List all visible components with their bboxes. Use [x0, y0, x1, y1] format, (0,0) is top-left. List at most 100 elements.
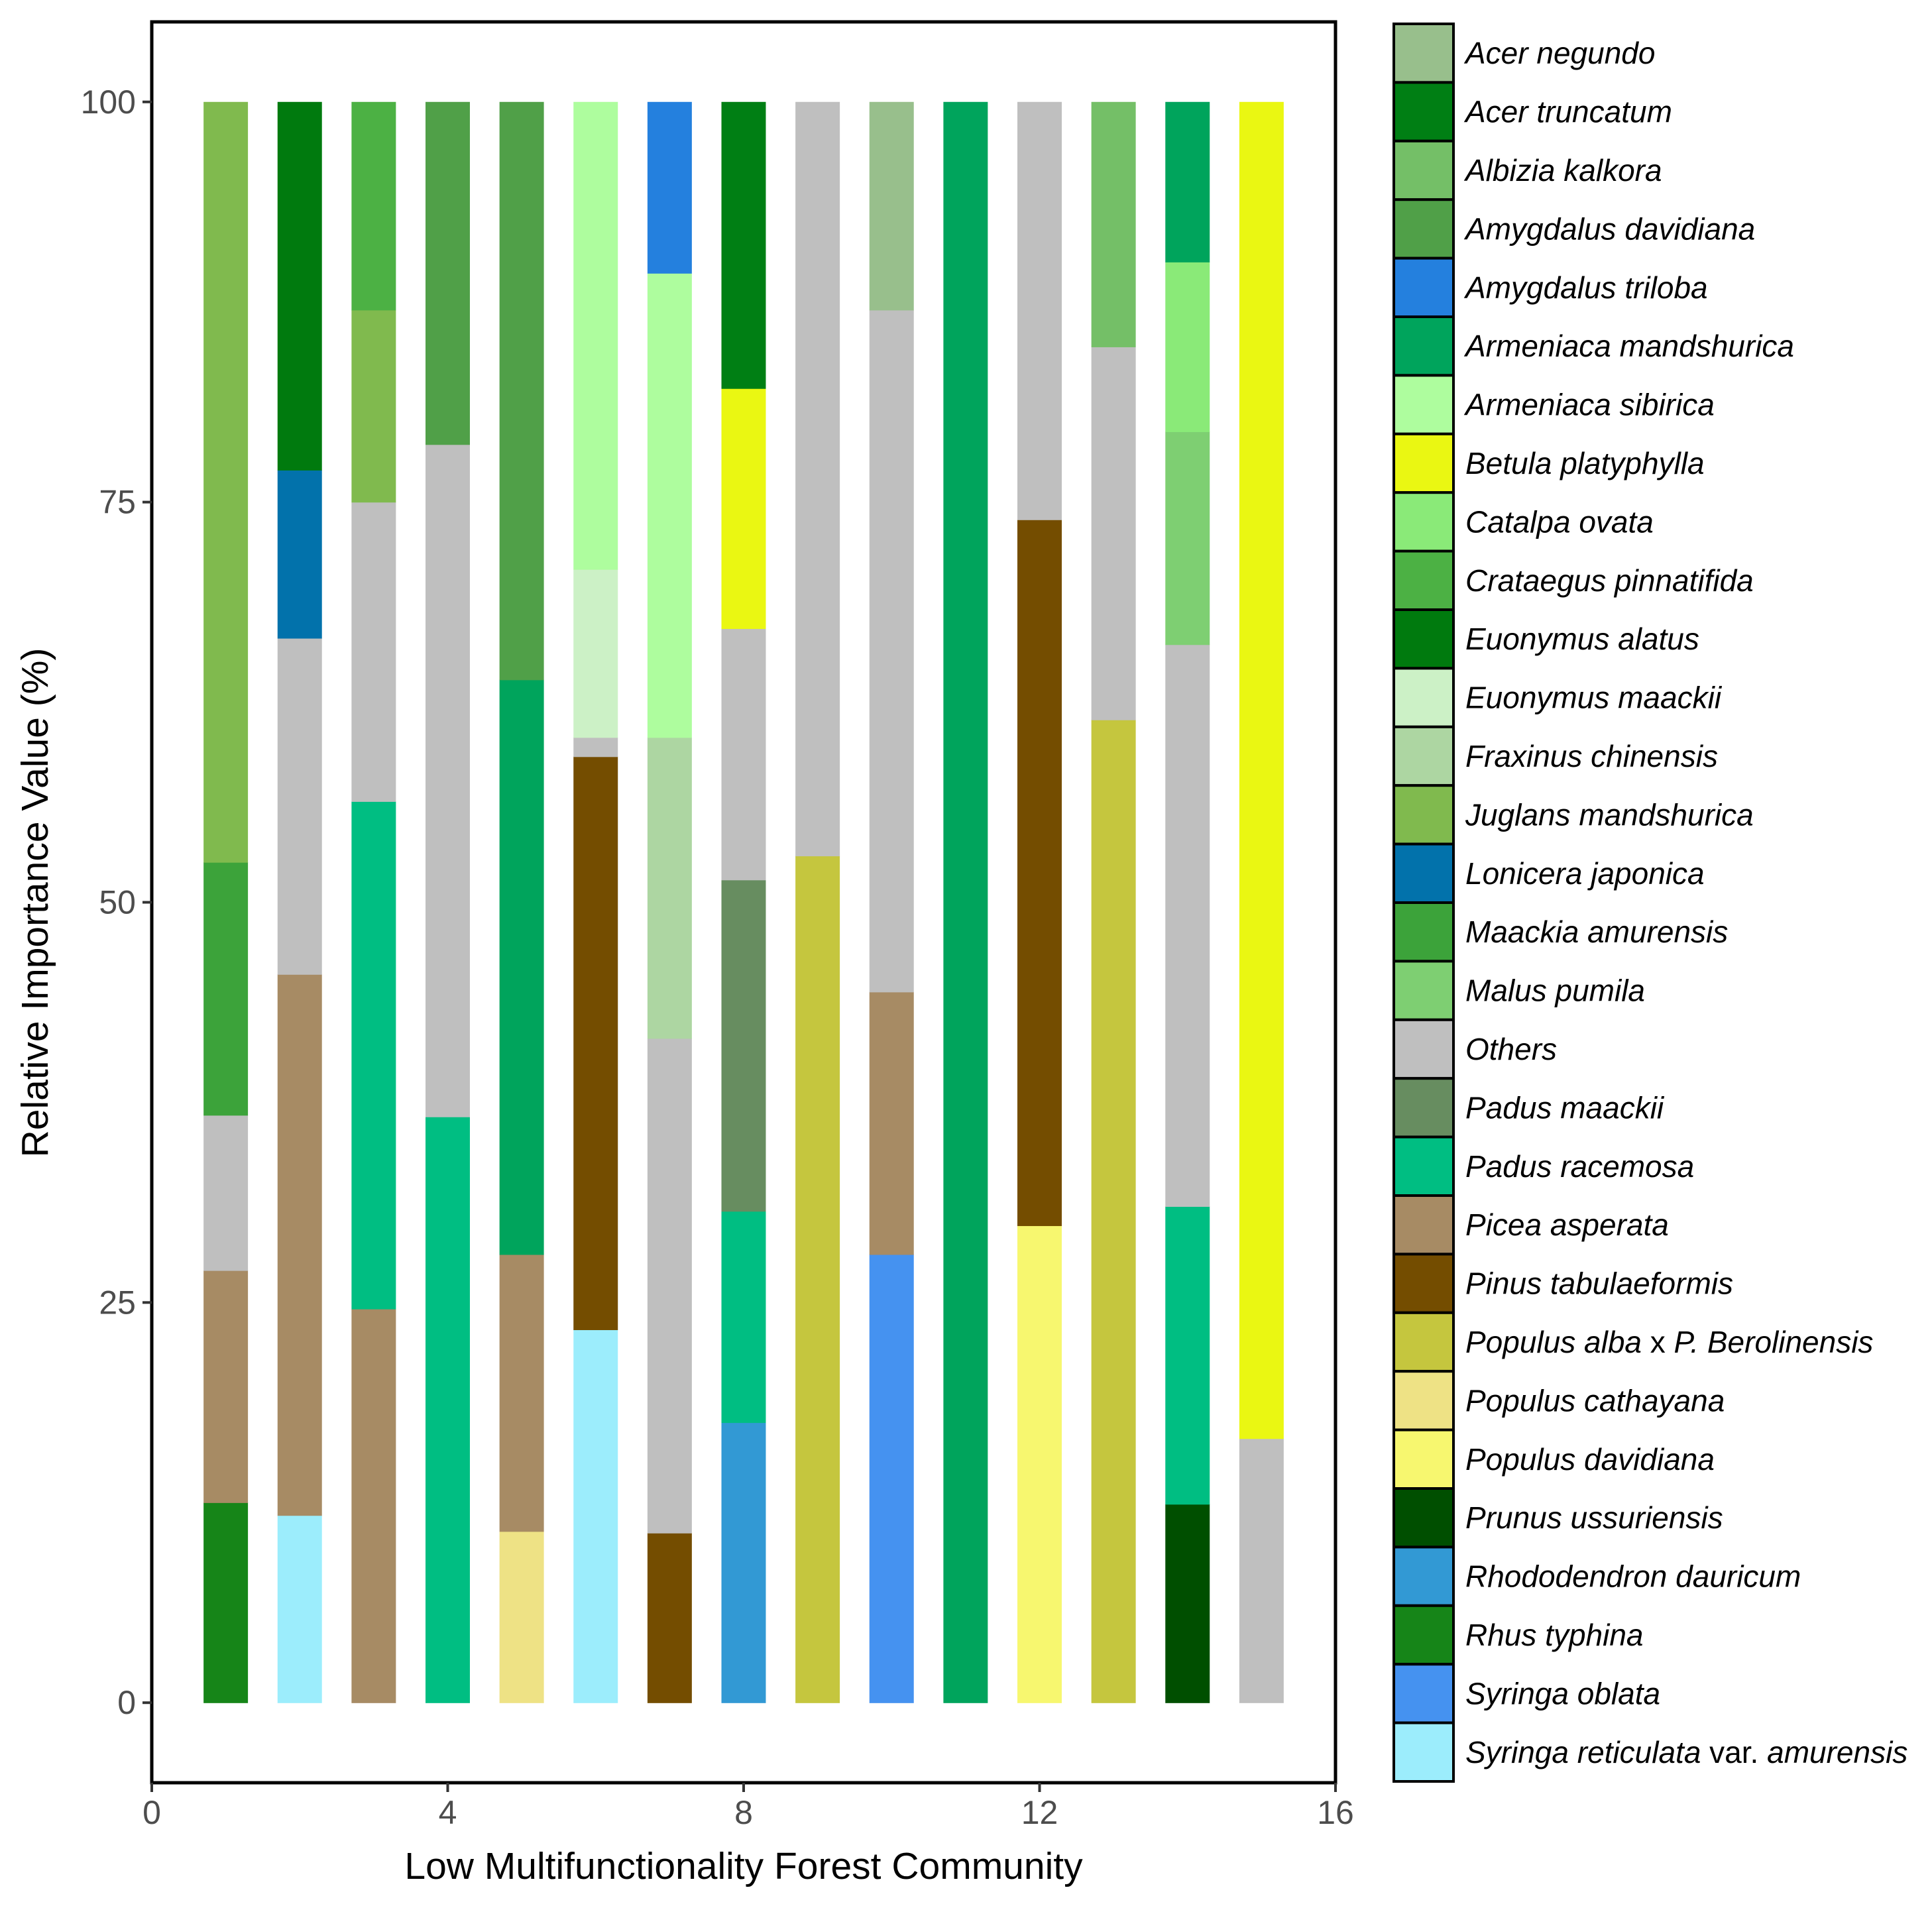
bar-15-segment-betula-platyphylla — [1239, 101, 1284, 1439]
bar-12-segment-pinus-tabulaeformis — [1017, 520, 1062, 1227]
legend-label-fraxinus-chinensis: Fraxinus chinensis — [1465, 739, 1718, 773]
legend-swatch-albizia-kalkora — [1392, 139, 1455, 201]
bar-1-segment-juglans-mandshurica — [203, 101, 249, 863]
y-tick-label-75: 75 — [99, 484, 136, 521]
bar-community-4 — [426, 101, 470, 1703]
bar-7-segment-armeniaca-sibirica — [647, 273, 692, 738]
bar-1-segment-picea-asperata — [203, 1270, 249, 1503]
legend-item-malus-pumila: Malus pumila — [1392, 960, 1645, 1021]
legend-swatch-populus-davidiana — [1392, 1428, 1455, 1490]
legend-item-picea-asperata: Picea asperata — [1392, 1194, 1669, 1256]
legend-label-rhus-typhina: Rhus typhina — [1465, 1618, 1644, 1652]
legend-label-juglans-mandshurica: Juglans mandshurica — [1465, 797, 1754, 832]
legend-item-others: Others — [1392, 1018, 1557, 1080]
legend-label-populus-alba-x-p-berolinensis: Populus alba x P. Berolinensis — [1465, 1325, 1873, 1359]
bar-10-segment-picea-asperata — [869, 991, 914, 1255]
bar-13-segment-populus-alba-x-p-berolinensis — [1091, 720, 1136, 1703]
legend-item-armeniaca-mandshurica: Armeniaca mandshurica — [1392, 315, 1794, 377]
legend-item-albizia-kalkora: Albizia kalkora — [1392, 139, 1662, 201]
x-axis-title: Low Multifunctionality Forest Community — [404, 1845, 1083, 1887]
legend-label-syringa-oblata: Syringa oblata — [1465, 1676, 1660, 1710]
legend-swatch-crataegus-pinnatifida — [1392, 549, 1455, 611]
bar-8-segment-acer-truncatum — [721, 101, 766, 389]
bar-community-5 — [499, 101, 544, 1703]
bar-community-15 — [1239, 101, 1284, 1703]
bar-8-segment-rhododendron-dauricum — [721, 1422, 766, 1703]
bar-6-segment-pinus-tabulaeformis — [573, 756, 618, 1331]
bar-9-segment-populus-alba-x-p-berolinensis — [795, 856, 840, 1703]
bar-community-9 — [795, 101, 840, 1703]
legend-item-betula-platyphylla: Betula platyphylla — [1392, 432, 1705, 494]
legend-label-amygdalus-triloba: Amygdalus triloba — [1463, 270, 1708, 305]
bar-5-segment-armeniaca-mandshurica — [499, 679, 544, 1255]
legend-swatch-juglans-mandshurica — [1392, 784, 1455, 846]
legend-item-lonicera-japonica: Lonicera japonica — [1392, 842, 1705, 904]
bar-community-11 — [943, 101, 988, 1703]
legend-item-pinus-tabulaeformis: Pinus tabulaeformis — [1392, 1253, 1733, 1314]
bar-1-segment-maackia-amurensis — [203, 862, 249, 1116]
y-tick-label-100: 100 — [81, 84, 136, 121]
x-tick-label-4: 4 — [439, 1794, 457, 1831]
legend-item-fraxinus-chinensis: Fraxinus chinensis — [1392, 725, 1718, 787]
legend-swatch-rhus-typhina — [1392, 1604, 1455, 1666]
legend-swatch-rhododendron-dauricum — [1392, 1545, 1455, 1607]
legend-label-maackia-amurensis: Maackia amurensis — [1465, 915, 1728, 949]
bar-13-segment-others — [1091, 347, 1136, 720]
bar-6-segment-armeniaca-sibirica — [573, 101, 618, 570]
legend-swatch-padus-maackii — [1392, 1077, 1455, 1139]
bar-5-segment-picea-asperata — [499, 1254, 544, 1532]
bar-14-segment-others — [1165, 644, 1210, 1207]
x-tick-label-12: 12 — [1021, 1794, 1058, 1831]
bar-community-10 — [869, 101, 914, 1703]
bar-1-segment-others — [203, 1115, 249, 1271]
legend-swatch-syringa-oblata — [1392, 1663, 1455, 1724]
bar-2-segment-others — [277, 638, 322, 975]
legend-item-acer-negundo: Acer negundo — [1392, 23, 1655, 84]
bar-14-segment-armeniaca-mandshurica — [1165, 101, 1210, 262]
legend-item-juglans-mandshurica: Juglans mandshurica — [1392, 784, 1754, 846]
bar-14-segment-catalpa-ovata — [1165, 262, 1210, 432]
legend-swatch-euonymus-maackii — [1392, 667, 1455, 728]
bar-7-segment-others — [647, 1038, 692, 1534]
bar-2-segment-euonymus-alatus — [277, 101, 322, 471]
legend-swatch-fraxinus-chinensis — [1392, 725, 1455, 787]
legend-label-crataegus-pinnatifida: Crataegus pinnatifida — [1465, 563, 1754, 598]
y-tick-label-50: 50 — [99, 884, 136, 921]
legend-item-populus-cathayana: Populus cathayana — [1392, 1370, 1725, 1431]
legend-swatch-acer-negundo — [1392, 23, 1455, 84]
bar-3-segment-others — [351, 502, 396, 802]
legend-item-rhododendron-dauricum: Rhododendron dauricum — [1392, 1545, 1801, 1607]
bar-5-segment-amygdalus-davidiana — [499, 101, 544, 681]
bar-13-segment-albizia-kalkora — [1091, 101, 1136, 347]
legend-label-populus-cathayana: Populus cathayana — [1465, 1383, 1725, 1418]
bar-5-segment-populus-cathayana — [499, 1531, 544, 1703]
legend-label-rhododendron-dauricum: Rhododendron dauricum — [1465, 1559, 1801, 1594]
bar-3-segment-picea-asperata — [351, 1309, 396, 1703]
bar-4-segment-others — [426, 444, 470, 1117]
bar-15-segment-others — [1239, 1438, 1284, 1703]
bar-7-segment-amygdalus-triloba — [647, 101, 692, 274]
bar-9-segment-others — [795, 101, 840, 857]
bar-10-segment-syringa-oblata — [869, 1254, 914, 1703]
bar-community-1 — [203, 101, 249, 1703]
legend-label-amygdalus-davidiana: Amygdalus davidiana — [1463, 211, 1755, 246]
legend-label-catalpa-ovata: Catalpa ovata — [1465, 504, 1654, 539]
bar-7-segment-fraxinus-chinensis — [647, 737, 692, 1039]
legend-label-euonymus-maackii: Euonymus maackii — [1465, 681, 1723, 715]
legend-item-maackia-amurensis: Maackia amurensis — [1392, 901, 1728, 963]
legend-item-syringa-reticulata-var-amurensis: Syringa reticulata var. amurensis — [1392, 1721, 1907, 1783]
bar-4-segment-padus-racemosa — [426, 1117, 470, 1703]
bar-8-segment-padus-maackii — [721, 879, 766, 1212]
bar-community-2 — [277, 101, 322, 1703]
bar-10-segment-others — [869, 309, 914, 993]
bar-community-14 — [1165, 101, 1210, 1703]
legend-item-rhus-typhina: Rhus typhina — [1392, 1604, 1644, 1666]
bar-2-segment-syringa-reticulata-var-amurensis — [277, 1515, 322, 1703]
y-axis-title: Relative Importance Value (%) — [14, 648, 56, 1158]
bar-11-segment-armeniaca-mandshurica — [943, 101, 988, 1703]
legend-label-lonicera-japonica: Lonicera japonica — [1465, 856, 1705, 891]
legend-label-euonymus-alatus: Euonymus alatus — [1465, 622, 1699, 656]
y-tick-label-0: 0 — [117, 1684, 136, 1721]
bar-10-segment-acer-negundo — [869, 101, 914, 311]
